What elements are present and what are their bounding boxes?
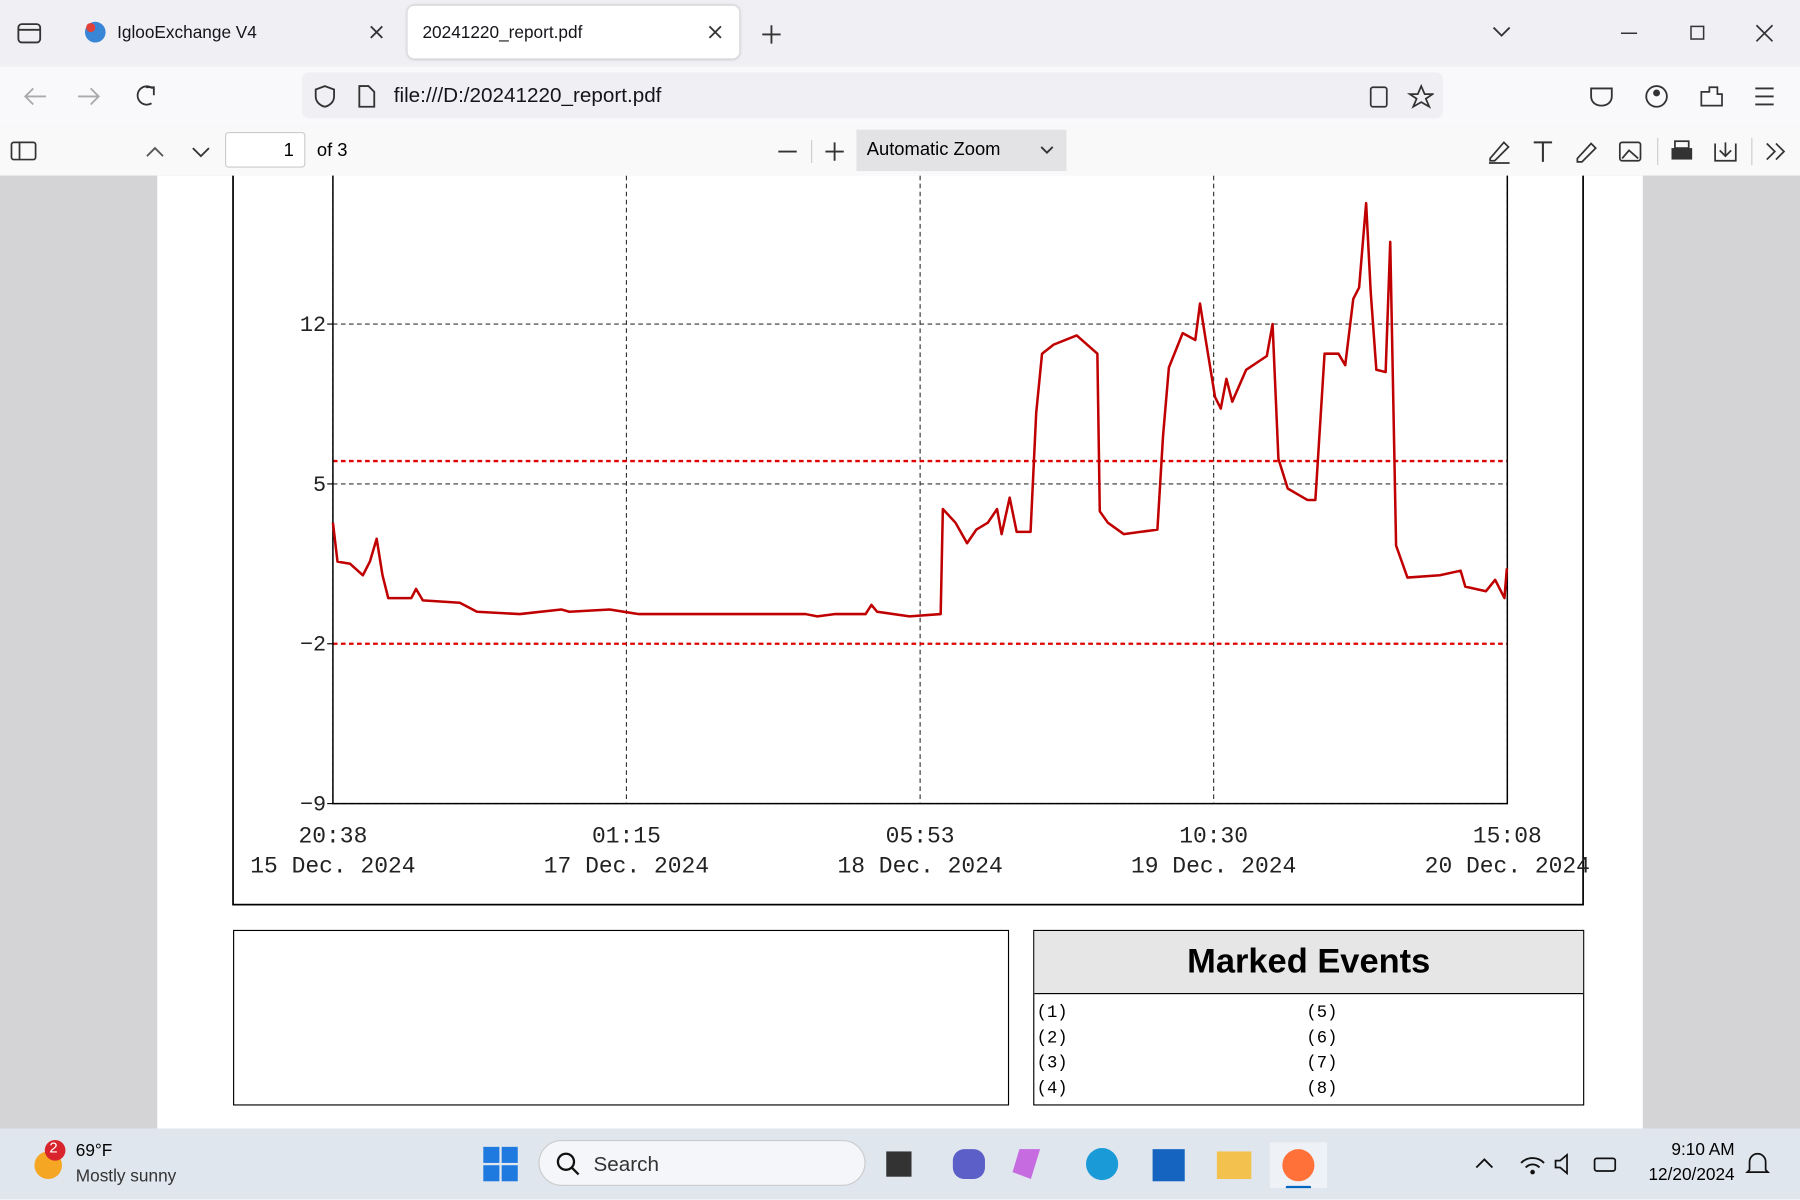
new-tab[interactable] <box>760 23 783 46</box>
plot-area <box>332 175 1509 805</box>
y-tick-label: −9 <box>300 792 326 817</box>
chart: −9 −2 5 12 20:38 15 Dec. 2024 01:15 17 Dec. 202… <box>232 175 1590 906</box>
event-item: (5) <box>1306 1003 1338 1023</box>
url-bar[interactable]: file:///D:/20241220_report.pdf <box>301 72 1444 119</box>
close-tab[interactable] <box>369 24 385 40</box>
weather-badge: 2 <box>49 1138 58 1157</box>
search-box[interactable]: Search <box>538 1139 866 1186</box>
x-tick-time: 01:15 <box>592 824 661 850</box>
y-tick-label: 12 <box>300 313 326 338</box>
x-tick-time: 20:38 <box>298 824 367 850</box>
start-button[interactable] <box>482 1146 519 1183</box>
weather-icon[interactable] <box>30 1138 71 1186</box>
pdf-toolbar: 1 of 3 Automatic Zoom <box>0 126 1800 177</box>
x-tick-time: 15:08 <box>1473 824 1542 850</box>
marked-events-title: Marked Events <box>1034 931 1584 995</box>
zoom-select[interactable]: Automatic Zoom <box>856 129 1067 172</box>
tab-favicon <box>84 21 106 43</box>
page-count: of 3 <box>316 141 348 161</box>
event-item: (2) <box>1036 1028 1068 1049</box>
tab-title: IglooExchange V4 <box>117 22 257 42</box>
empty-panel <box>233 929 1010 1106</box>
search-placeholder: Search <box>593 1152 660 1176</box>
clock-time: 9:10 AM <box>1671 1139 1735 1160</box>
clock-date: 12/20/2024 <box>1648 1165 1735 1185</box>
x-tick-date: 20 Dec. 2024 <box>1425 853 1590 879</box>
tab-bar: IglooExchange V4 20241220_report.pdf <box>0 0 1800 67</box>
zoom-buttons[interactable] <box>776 140 849 164</box>
tab[interactable]: IglooExchange V4 <box>69 6 398 59</box>
x-tick-date: 15 Dec. 2024 <box>250 853 415 879</box>
event-item: (7) <box>1306 1053 1338 1074</box>
pdf-tools[interactable] <box>1486 137 1794 166</box>
toolbar-icons[interactable] <box>1588 83 1783 111</box>
search-icon <box>556 1152 580 1176</box>
chart-frame <box>232 175 1584 906</box>
sidebar-toggle[interactable] <box>10 140 38 163</box>
event-item: (4) <box>1036 1079 1068 1099</box>
x-tick-time: 05:53 <box>886 824 955 850</box>
marked-events: Marked Events (1) (2) (3) (4) (5) (6) (7) (8) <box>1033 929 1585 1106</box>
x-tick-time: 10:30 <box>1179 824 1248 850</box>
x-tick-date: 17 Dec. 2024 <box>544 853 709 879</box>
tab-active[interactable]: 20241220_report.pdf <box>407 5 740 59</box>
window-controls[interactable] <box>1619 23 1800 46</box>
taskbar: 2 69°F Mostly sunny Search 9:10 AM 12/20… <box>0 1128 1800 1200</box>
notifications[interactable] <box>1745 1151 1770 1176</box>
y-tick-label: 5 <box>313 473 326 498</box>
close-tab[interactable] <box>707 24 723 40</box>
event-item: (1) <box>1036 1003 1068 1023</box>
event-item: (6) <box>1306 1028 1338 1049</box>
event-item: (3) <box>1036 1053 1068 1074</box>
nav-bar: file:///D:/20241220_report.pdf <box>0 66 1800 128</box>
system-tray[interactable] <box>1473 1151 1622 1176</box>
zoom-value: Automatic Zoom <box>866 140 1001 160</box>
weather-condition: Mostly sunny <box>75 1166 177 1186</box>
pdf-viewer: −9 −2 5 12 20:38 15 Dec. 2024 01:15 17 Dec. 202… <box>0 175 1800 1129</box>
page-input[interactable]: 1 <box>225 132 306 168</box>
x-tick-date: 18 Dec. 2024 <box>837 853 1002 879</box>
event-item: (8) <box>1306 1079 1338 1099</box>
temperature: 69°F <box>75 1141 113 1161</box>
url-text: file:///D:/20241220_report.pdf <box>393 83 662 107</box>
dropdown-arrow <box>1040 146 1054 154</box>
reader-bookmark[interactable] <box>1365 83 1434 109</box>
page-nav[interactable] <box>144 141 224 162</box>
tab-list-icon[interactable] <box>16 21 44 46</box>
tab-title: 20241220_report.pdf <box>422 22 583 42</box>
url-icons <box>314 85 376 108</box>
pinned-apps[interactable] <box>882 1142 1330 1189</box>
nav-buttons[interactable] <box>21 83 170 111</box>
y-tick-label: −2 <box>300 633 326 658</box>
x-tick-date: 19 Dec. 2024 <box>1131 853 1296 879</box>
series-line <box>331 201 1509 618</box>
list-tabs[interactable] <box>1490 23 1513 41</box>
